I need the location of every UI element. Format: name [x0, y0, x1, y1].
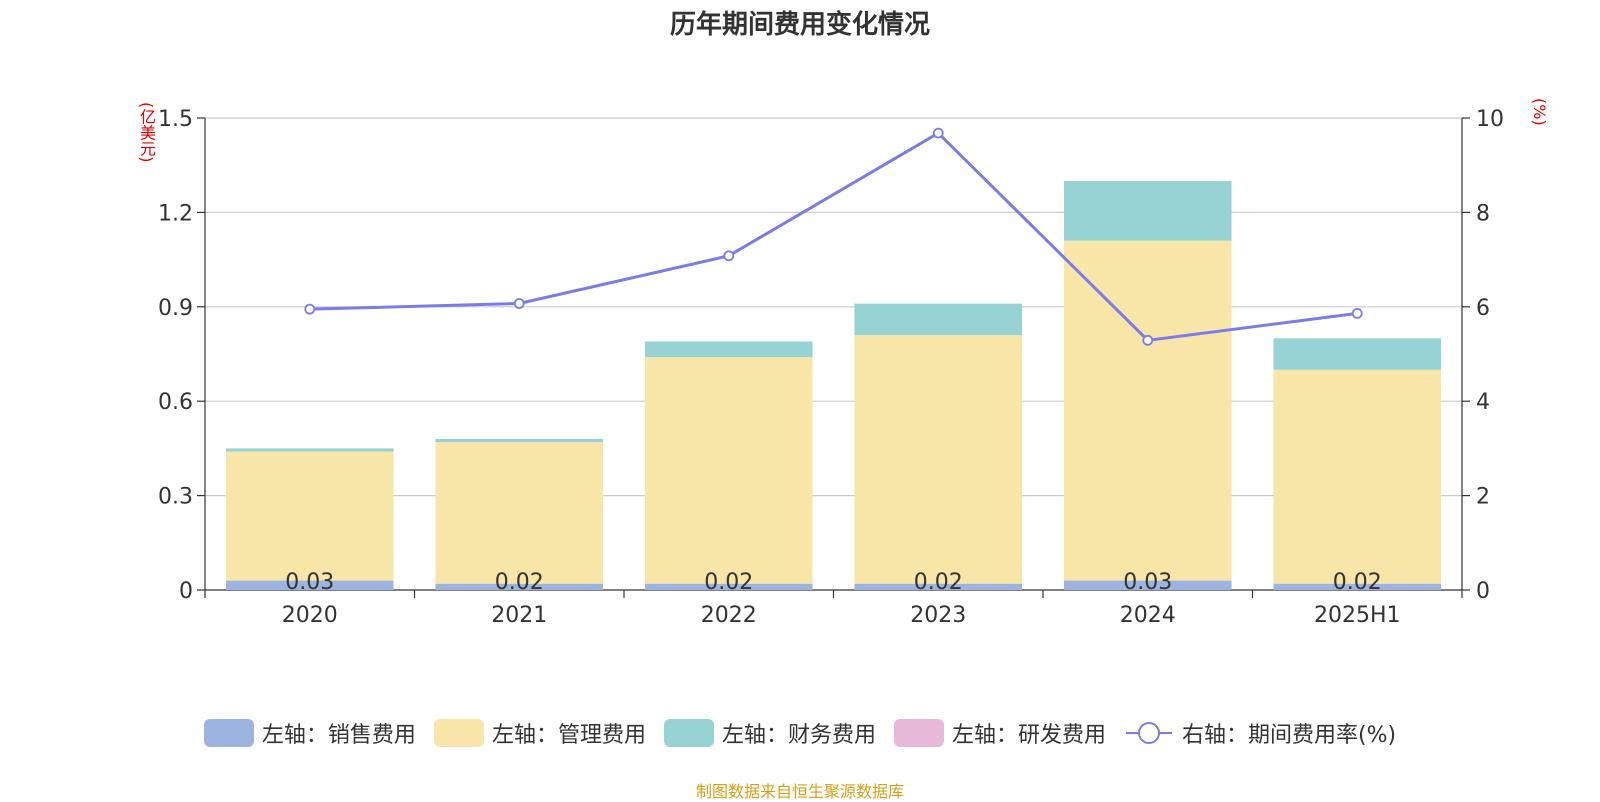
bar-segment: [854, 583, 1023, 590]
bar-data-label: 0.02: [495, 570, 544, 595]
legend-item[interactable]: 左轴：销售费用: [203, 717, 416, 749]
bar-segment: [644, 341, 813, 358]
x-axis-tick-label: 2025H1: [1314, 603, 1401, 628]
legend-label: 左轴：研发费用: [951, 723, 1106, 748]
rate-point: [513, 298, 525, 309]
rate-point: [723, 250, 735, 262]
right-axis-unit: (%): [1530, 98, 1549, 126]
bar-segment: [644, 583, 813, 590]
bar-data-label: 0.02: [704, 570, 753, 595]
left-axis-tick-label: 1.5: [158, 107, 193, 132]
bar-data-label: 0.02: [914, 570, 963, 595]
bar-segment: [1063, 240, 1232, 581]
legend-swatch: [1124, 719, 1174, 747]
bar-segment: [435, 438, 604, 443]
x-axis-tick-label: 2021: [491, 603, 547, 628]
right-axis-tick-label: 4: [1476, 390, 1490, 415]
x-axis-tick-label: 2024: [1120, 603, 1176, 628]
rate-point: [1351, 308, 1363, 319]
legend-swatch: [433, 719, 484, 747]
left-axis-tick-label: 0.6: [158, 390, 193, 415]
x-axis-tick-label: 2022: [701, 603, 757, 628]
bar-data-label: 0.03: [1123, 570, 1172, 595]
x-axis-tick-label: 2020: [282, 603, 338, 628]
rate-point: [304, 303, 316, 315]
bar-segment: [435, 442, 604, 584]
left-axis-unit: (亿美元): [137, 102, 156, 163]
legend-item[interactable]: 左轴：财务费用: [663, 717, 876, 749]
source-footer: 制图数据来自恒生聚源数据库: [695, 782, 904, 801]
bar-segment: [1273, 369, 1442, 584]
rate-line: [309, 131, 1358, 342]
legend-swatch: [663, 719, 714, 747]
bar-segment: [225, 580, 394, 590]
bar-segment: [1063, 580, 1232, 590]
legend-item[interactable]: 右轴：期间费用率(%): [1124, 717, 1396, 749]
chart-title: 历年期间费用变化情况: [669, 10, 930, 40]
right-axis-tick-label: 2: [1476, 485, 1490, 510]
bar-segment: [1273, 338, 1442, 370]
legend-label: 左轴：管理费用: [491, 723, 646, 748]
bar-segment: [644, 357, 813, 584]
right-axis-tick-label: 10: [1476, 107, 1504, 132]
x-axis-tick-label: 2023: [910, 603, 966, 628]
bar-data-label: 0.03: [285, 570, 334, 595]
bar-segment: [225, 451, 394, 581]
right-axis-tick-label: 6: [1476, 296, 1490, 321]
bar-data-label: 0.02: [1333, 570, 1382, 595]
bar-segment: [854, 335, 1023, 584]
legend-item[interactable]: 左轴：管理费用: [433, 717, 646, 749]
legend-swatch: [203, 719, 254, 747]
bar-segment: [225, 448, 394, 452]
left-axis-tick-label: 1.2: [158, 201, 193, 226]
chart-legend: 左轴：销售费用 左轴：管理费用 左轴：财务费用 左轴：研发费用 右轴：期间费用率(%): [0, 718, 1600, 748]
legend-label: 左轴：销售费用: [261, 723, 416, 748]
bar-segment: [1273, 583, 1442, 590]
legend-label: 左轴：财务费用: [721, 723, 876, 748]
chart-plot: 0 0.3 0.6 0.9 1.2 1.5 0 2 4 6 8 10 2020 2021 2022 2023 2…: [158, 107, 1504, 628]
left-axis-tick-label: 0.9: [158, 296, 193, 321]
bar-segment: [1063, 180, 1232, 241]
legend-swatch: [893, 719, 944, 747]
legend-label: 右轴：期间费用率(%): [1181, 723, 1397, 748]
right-axis-tick-label: 0: [1476, 579, 1490, 604]
right-axis-tick-label: 8: [1476, 201, 1490, 226]
legend-item[interactable]: 左轴：研发费用: [893, 717, 1106, 749]
left-axis-tick-label: 0.3: [158, 485, 193, 510]
rate-point: [1142, 334, 1154, 346]
bar-segment: [435, 583, 604, 590]
bar-segment: [854, 303, 1023, 336]
rate-point: [932, 127, 944, 139]
left-axis-tick-label: 0: [179, 579, 193, 604]
